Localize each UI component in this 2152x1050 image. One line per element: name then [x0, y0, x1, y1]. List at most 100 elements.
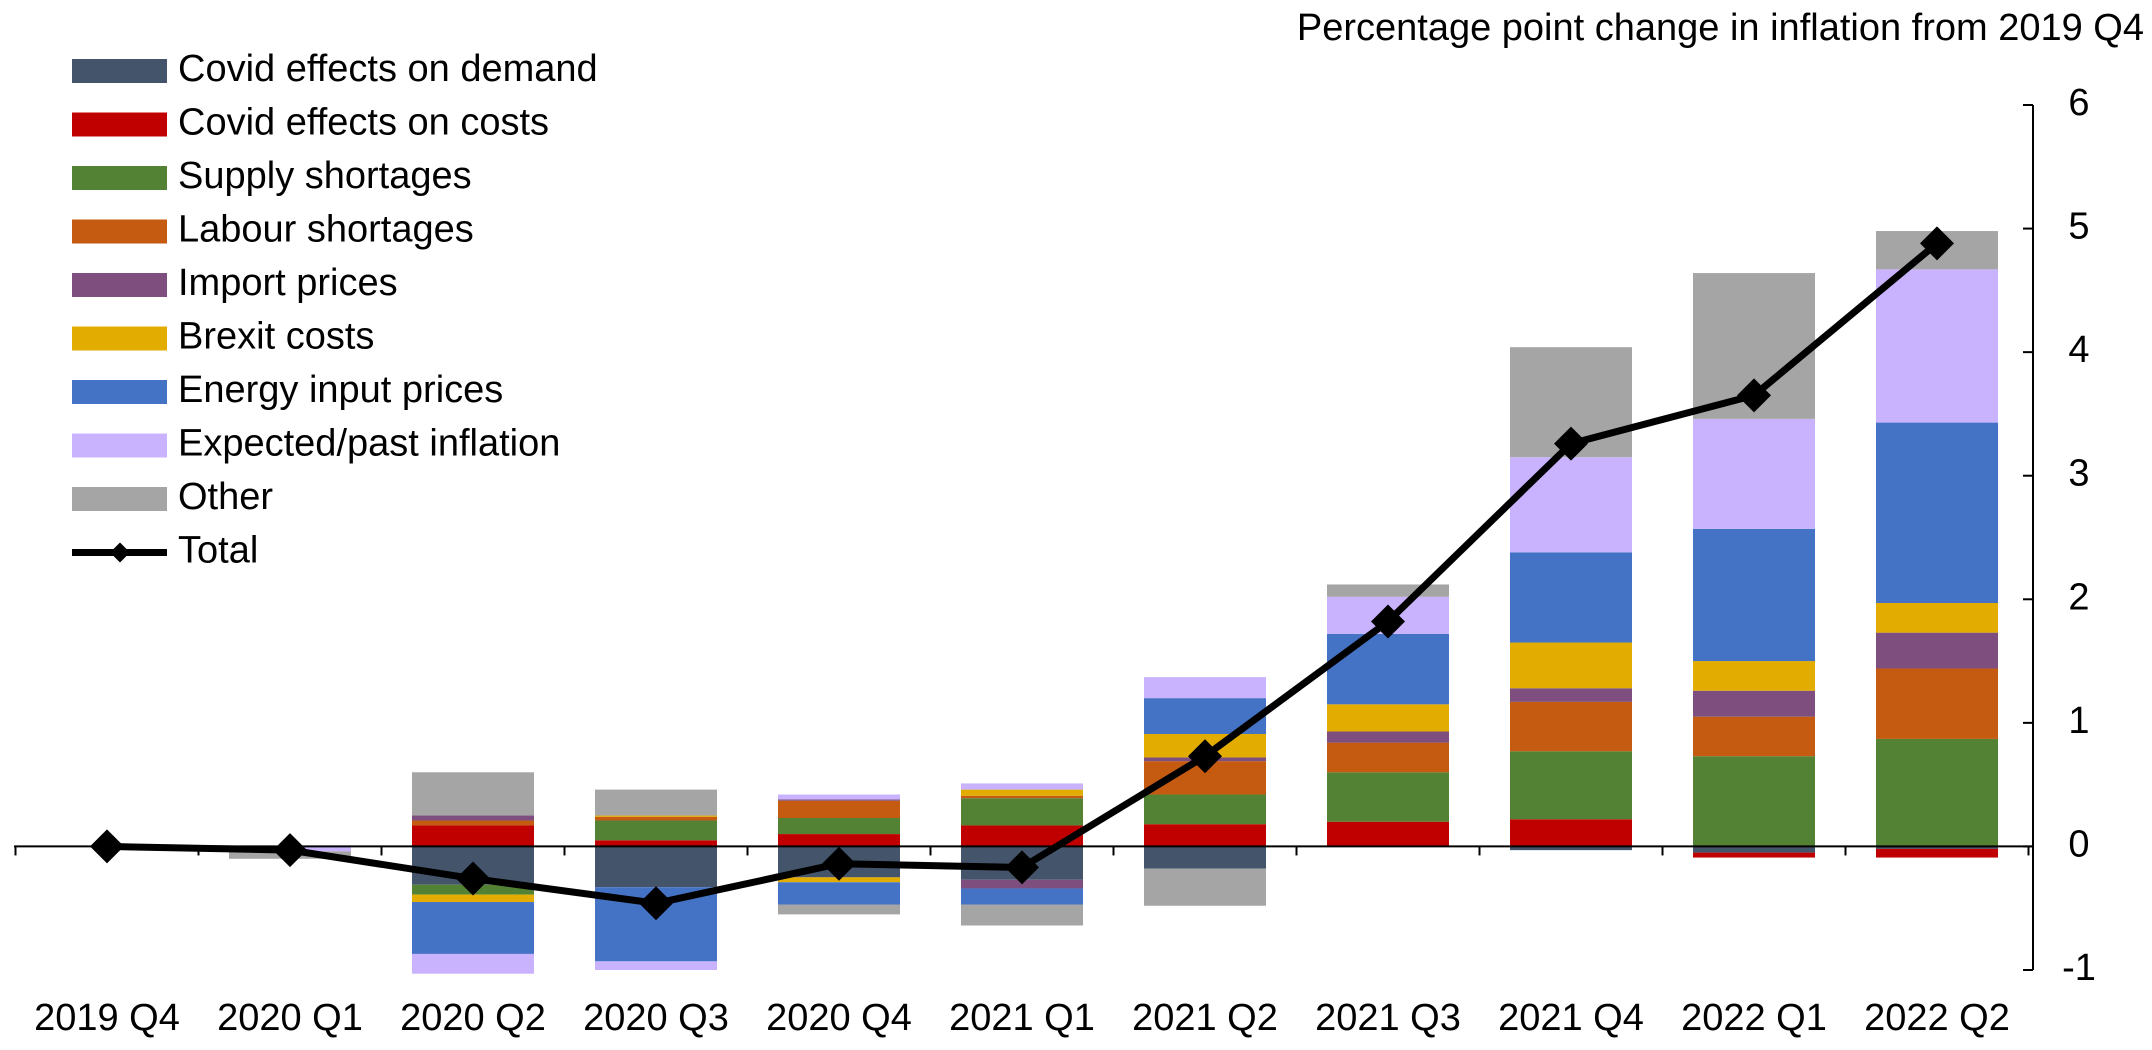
- bar-segment: [778, 882, 900, 905]
- legend-label: Labour shortages: [178, 209, 474, 251]
- legend-swatch: [72, 59, 167, 83]
- bar-segment: [1144, 794, 1266, 825]
- legend-label: Covid effects on costs: [178, 102, 549, 144]
- bar-segment: [412, 953, 534, 974]
- total-marker: [1005, 850, 1039, 885]
- bar-segment: [1693, 716, 1815, 757]
- legend-swatch: [72, 219, 167, 244]
- bar-segment: [1693, 528, 1815, 662]
- x-tick-label: 2021 Q2: [1132, 997, 1278, 1039]
- total-marker: [822, 846, 856, 881]
- legend-label: Energy input prices: [178, 369, 503, 411]
- bar-segment: [1327, 704, 1449, 732]
- legend-swatch: [110, 542, 130, 563]
- bar-segment: [412, 772, 534, 816]
- bar-segment: [961, 888, 1083, 905]
- total-marker: [90, 829, 124, 864]
- bar-segment: [412, 820, 534, 826]
- x-tick-label: 2020 Q4: [766, 997, 912, 1039]
- bar-segment: [1510, 642, 1632, 689]
- bar-segment: [1510, 688, 1632, 702]
- bar-segment: [1144, 677, 1266, 699]
- bar-segment: [1510, 457, 1632, 553]
- legend-swatch: [72, 166, 167, 190]
- bar-segment: [1876, 738, 1998, 847]
- total-marker: [1737, 378, 1771, 413]
- x-tick-label: 2022 Q1: [1681, 997, 1827, 1039]
- legend-label: Expected/past inflation: [178, 423, 560, 465]
- bar-segment: [1144, 824, 1266, 847]
- total-marker: [1920, 226, 1954, 261]
- bar-segment: [412, 894, 534, 903]
- y-tick-label: 1: [2068, 700, 2089, 742]
- bar-segment: [1876, 632, 1998, 669]
- total-marker: [456, 861, 490, 896]
- legend-swatch: [72, 112, 167, 137]
- total-marker: [639, 886, 673, 921]
- bar-segment: [1876, 848, 1998, 858]
- bar-segment: [1876, 668, 1998, 739]
- bar-segment: [412, 815, 534, 821]
- bar-segment: [961, 825, 1083, 847]
- y-tick-label: 3: [2068, 453, 2089, 495]
- bar-segment: [1510, 701, 1632, 752]
- bar-segment: [1693, 756, 1815, 847]
- x-tick-label: 2020 Q1: [217, 997, 363, 1039]
- legend-swatch: [72, 273, 167, 297]
- bar-segment: [1876, 269, 1998, 423]
- bar-segment: [1510, 751, 1632, 820]
- bar-segment: [778, 834, 900, 847]
- bar-segment: [1693, 846, 1815, 853]
- y-tick-label: 2: [2068, 576, 2089, 618]
- x-tick-label: 2020 Q2: [400, 997, 546, 1039]
- legend-swatch: [72, 380, 167, 404]
- y-axis-title: Percentage point change in inflation fro…: [1297, 7, 2144, 49]
- bar-segment: [961, 904, 1083, 926]
- legend-swatch: [72, 487, 167, 511]
- bar-segment: [1327, 821, 1449, 847]
- bar-segment: [1693, 690, 1815, 717]
- bar-segment: [778, 799, 900, 801]
- bar-segment: [595, 846, 717, 888]
- y-tick-label: 6: [2068, 82, 2089, 124]
- bar-segment: [1876, 422, 1998, 603]
- legend-label: Brexit costs: [178, 316, 374, 358]
- bar-segment: [961, 795, 1083, 799]
- legend-label: Total: [178, 530, 258, 572]
- bar-segment: [595, 816, 717, 821]
- x-tick-label: 2022 Q2: [1864, 997, 2010, 1039]
- legend-swatch: [72, 433, 167, 458]
- bar-segment: [1693, 418, 1815, 529]
- bar-segment: [1510, 552, 1632, 643]
- bar-segment: [595, 820, 717, 841]
- bar-segment: [595, 815, 717, 817]
- x-tick-label: 2021 Q1: [949, 997, 1095, 1039]
- bar-segment: [961, 798, 1083, 826]
- y-tick-label: 0: [2068, 823, 2089, 865]
- bar-segment: [1876, 846, 1998, 849]
- total-marker: [1188, 739, 1222, 774]
- legend-swatch: [72, 326, 167, 351]
- x-tick-label: 2021 Q4: [1498, 997, 1644, 1039]
- bar-segment: [595, 961, 717, 970]
- bar-segment: [412, 902, 534, 954]
- legend-label: Import prices: [178, 262, 398, 304]
- bar-segment: [778, 818, 900, 835]
- x-tick-label: 2020 Q3: [583, 997, 729, 1039]
- bar-segment: [1144, 846, 1266, 869]
- x-tick-label: 2019 Q4: [34, 997, 180, 1039]
- bar-segment: [595, 789, 717, 816]
- total-marker: [1554, 426, 1588, 461]
- total-marker: [273, 833, 307, 868]
- bar-segment: [1327, 584, 1449, 597]
- bar-segment: [595, 840, 717, 847]
- bar-segment: [1327, 742, 1449, 773]
- bar-segment: [1327, 731, 1449, 743]
- bar-segment: [778, 794, 900, 800]
- bar-segment: [1327, 633, 1449, 705]
- legend-label: Supply shortages: [178, 155, 472, 197]
- legend-label: Covid effects on demand: [178, 48, 598, 90]
- bar-segment: [1510, 846, 1632, 851]
- legend-label: Other: [178, 476, 273, 518]
